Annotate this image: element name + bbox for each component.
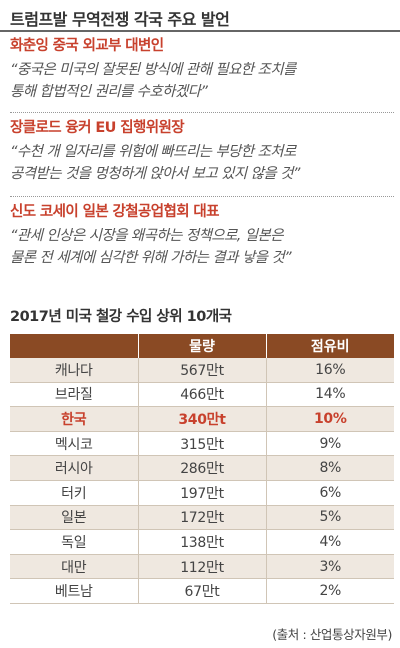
cell-country: 일본 (10, 505, 138, 531)
quote-line: 통해 합법적인 권리를 수호하겠다” (10, 84, 208, 100)
cell-volume: 112만t (137, 554, 266, 580)
quote-block-eu: 장클로드 융커 EU 집행위원장 “수천 개 일자리를 위험에 빠뜨리는 부당한… (10, 118, 394, 185)
title-divider (0, 30, 400, 32)
header-volume: 물량 (137, 334, 266, 358)
quote-line: “수천 개 일자리를 위험에 빠뜨리는 부당한 조처로 (10, 144, 296, 160)
cell-country: 대만 (10, 554, 138, 580)
cell-share: 6% (265, 480, 394, 506)
quote-block-china: 화춘잉 중국 외교부 대변인 “중국은 미국의 잘못된 방식에 관해 필요한 조… (10, 36, 394, 103)
table-row: 터키 197만t 6% (10, 480, 394, 506)
quote-text: “중국은 미국의 잘못된 방식에 관해 필요한 조치를 통해 합법적인 권리를 … (10, 59, 394, 103)
table-row: 멕시코 315만t 9% (10, 431, 394, 457)
cell-share: 4% (265, 529, 394, 555)
cell-country: 독일 (10, 529, 138, 555)
source-note: (출처 : 산업통상자원부) (272, 627, 392, 642)
cell-volume: 197만t (137, 480, 266, 506)
header-share: 점유비 (265, 334, 394, 358)
cell-share: 14% (265, 382, 394, 408)
cell-volume: 172만t (137, 505, 266, 531)
cell-share: 16% (265, 358, 394, 383)
steel-import-table: 물량 점유비 캐나다 567만t 16% 브라질 466만t 14% 한국 34… (10, 334, 394, 604)
quote-line: “관세 인상은 시장을 왜곡하는 정책으로, 일본은 (10, 228, 284, 244)
table-row: 러시아 286만t 8% (10, 455, 394, 481)
cell-volume: 466만t (137, 382, 266, 408)
cell-country: 캐나다 (10, 358, 138, 383)
quote-text: “관세 인상은 시장을 왜곡하는 정책으로, 일본은 물론 전 세계에 심각한 … (10, 225, 394, 269)
cell-volume: 67만t (137, 578, 266, 604)
header-country (10, 334, 138, 358)
cell-volume: 567만t (137, 358, 266, 383)
table-title: 2017년 미국 철강 수입 상위 10개국 (10, 309, 232, 325)
cell-volume: 340만t (137, 406, 266, 432)
table-row: 일본 172만t 5% (10, 505, 394, 531)
cell-country: 베트남 (10, 578, 138, 604)
cell-share: 2% (265, 578, 394, 604)
quote-block-japan: 신도 코세이 일본 강철공업협회 대표 “관세 인상은 시장을 왜곡하는 정책으… (10, 202, 394, 269)
quote-line: 공격받는 것을 멍청하게 앉아서 보고 있지 않을 것” (10, 166, 300, 182)
table-header-row: 물량 점유비 (10, 334, 394, 358)
cell-country: 러시아 (10, 455, 138, 481)
speaker-name: 신도 코세이 일본 강철공업협회 대표 (10, 204, 220, 220)
table-row: 브라질 466만t 14% (10, 382, 394, 408)
page-title: 트럼프발 무역전쟁 각국 주요 발언 (10, 10, 230, 29)
cell-volume: 286만t (137, 455, 266, 481)
cell-country: 터키 (10, 480, 138, 506)
table-row-highlighted: 한국 340만t 10% (10, 406, 394, 432)
table-row: 베트남 67만t 2% (10, 578, 394, 604)
cell-share: 3% (265, 554, 394, 580)
dotted-divider (10, 196, 394, 197)
cell-share: 9% (265, 431, 394, 457)
cell-share: 5% (265, 505, 394, 531)
table-row: 독일 138만t 4% (10, 529, 394, 555)
dotted-divider (10, 112, 394, 113)
cell-country: 멕시코 (10, 431, 138, 457)
cell-share: 10% (265, 406, 394, 432)
cell-share: 8% (265, 455, 394, 481)
cell-volume: 138만t (137, 529, 266, 555)
table-row: 대만 112만t 3% (10, 554, 394, 580)
quote-line: “중국은 미국의 잘못된 방식에 관해 필요한 조치를 (10, 62, 296, 78)
cell-country: 브라질 (10, 382, 138, 408)
speaker-name: 화춘잉 중국 외교부 대변인 (10, 38, 164, 54)
table-row: 캐나다 567만t 16% (10, 358, 394, 383)
cell-country: 한국 (10, 406, 138, 432)
quote-text: “수천 개 일자리를 위험에 빠뜨리는 부당한 조처로 공격받는 것을 멍청하게… (10, 141, 394, 185)
quote-line: 물론 전 세계에 심각한 위해 가하는 결과 낳을 것” (10, 250, 292, 266)
speaker-name: 장클로드 융커 EU 집행위원장 (10, 120, 185, 136)
cell-volume: 315만t (137, 431, 266, 457)
